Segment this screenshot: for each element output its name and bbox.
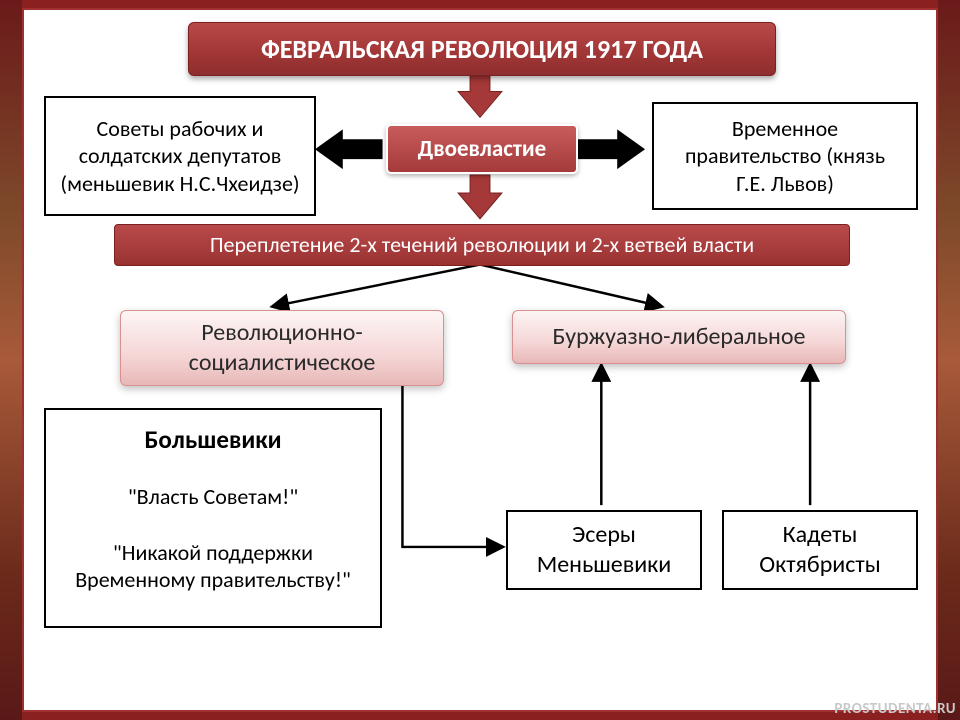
bg-decor-left <box>0 0 22 720</box>
arrow-title-dvoevlastie <box>458 76 502 118</box>
node-bourgeois: Буржуазно-либеральное <box>512 310 846 364</box>
bolsheviks-line1: "Власть Советам!" <box>128 483 298 511</box>
node-esers: Эсеры Меньшевики <box>506 510 702 590</box>
provisional-text: Временное правительство (князь Г.Е. Льво… <box>668 115 902 198</box>
title-box: ФЕВРАЛЬСКАЯ РЕВОЛЮЦИЯ 1917 ГОДА <box>188 22 776 76</box>
node-kadets: Кадеты Октябристы <box>722 510 918 590</box>
arrow-interweave-bourgeois <box>480 265 661 307</box>
arrow-dvoevlastie-right <box>577 129 645 169</box>
node-soviets: Советы рабочих и солдатских депутатов (м… <box>44 96 316 216</box>
watermark: PROSTUDENTA.RU <box>834 700 956 718</box>
node-provisional: Временное правительство (князь Г.Е. Льво… <box>652 102 918 210</box>
bg-decor-right <box>938 0 960 720</box>
watermark-text: PROSTUDENTA.RU <box>834 700 956 718</box>
arrow-dvoevlastie-left <box>315 129 383 169</box>
kadets-text: Кадеты Октябристы <box>738 520 902 580</box>
node-interweave: Переплетение 2-х течений революции и 2-х… <box>114 224 850 266</box>
node-bolsheviks: Большевики "Власть Советам!" "Никакой по… <box>44 408 382 628</box>
dvoevlastie-text: Двоевластие <box>418 135 546 164</box>
rev-soc-text: Революционно-социалистическое <box>141 318 423 378</box>
title-text: ФЕВРАЛЬСКАЯ РЕВОЛЮЦИЯ 1917 ГОДА <box>261 33 703 66</box>
arrow-interweave-revsoc <box>273 265 480 307</box>
bolsheviks-line2: "Никакой поддержки Временному правительс… <box>56 539 370 594</box>
node-dvoevlastie: Двоевластие <box>386 124 578 174</box>
diagram-canvas: ФЕВРАЛЬСКАЯ РЕВОЛЮЦИЯ 1917 ГОДА Советы р… <box>22 8 938 712</box>
esers-text: Эсеры Меньшевики <box>522 520 686 580</box>
bolsheviks-title: Большевики <box>144 424 281 455</box>
bourgeois-text: Буржуазно-либеральное <box>553 322 806 352</box>
node-rev-soc: Революционно-социалистическое <box>120 310 444 386</box>
arrow-dvoevlastie-interweave <box>458 175 502 219</box>
arrow-revsoc-esers <box>402 373 501 547</box>
soviets-text: Советы рабочих и солдатских депутатов (м… <box>60 115 300 198</box>
interweave-text: Переплетение 2-х течений революции и 2-х… <box>210 231 754 259</box>
